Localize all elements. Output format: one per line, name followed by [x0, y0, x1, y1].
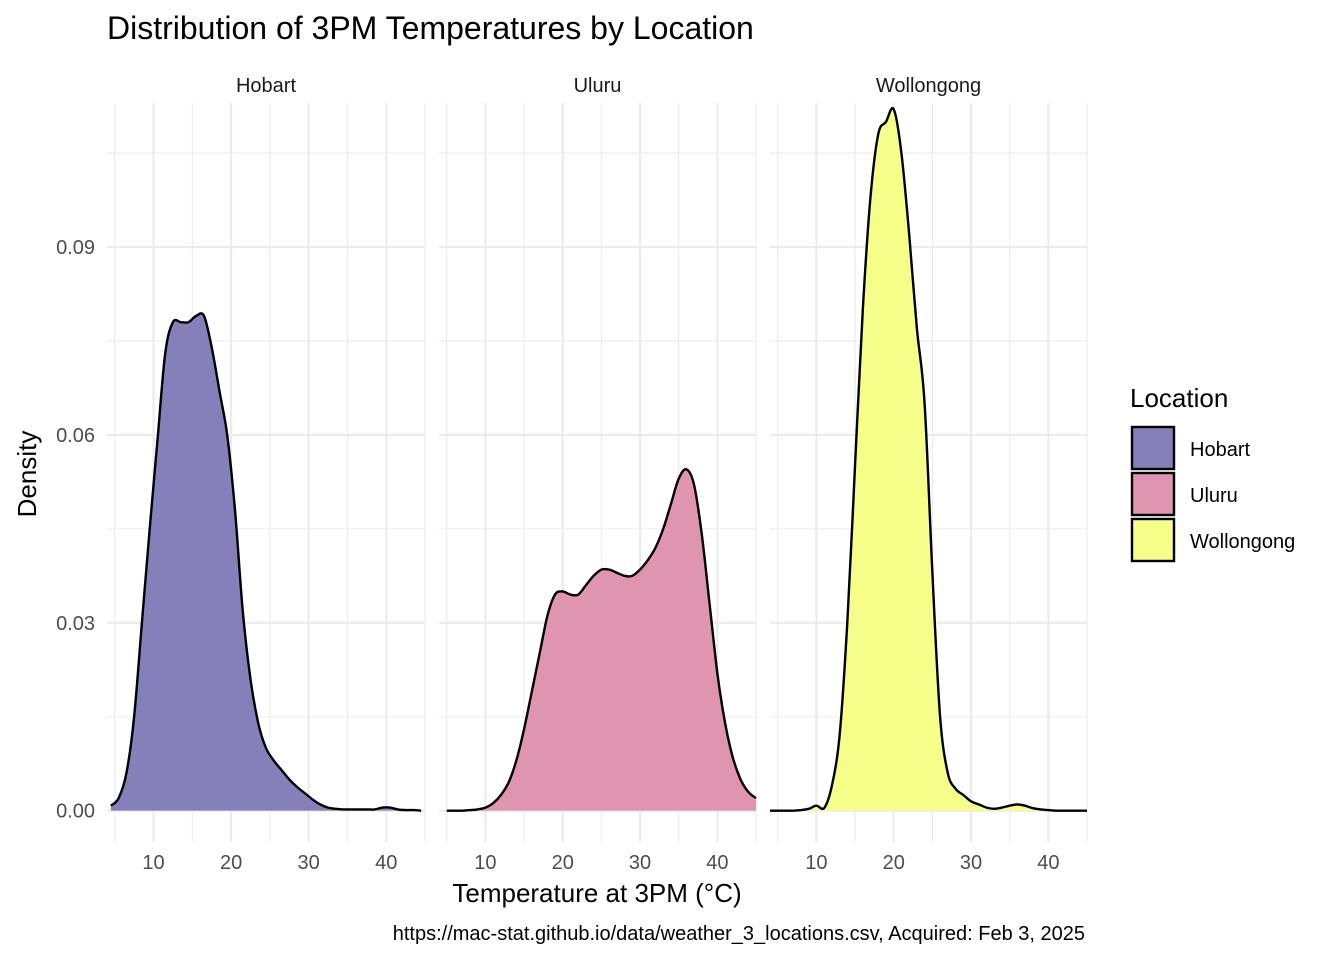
- x-tick-label: 30: [960, 852, 982, 874]
- density-area-hobart: [110, 313, 422, 811]
- density-area-wollongong: [770, 108, 1087, 811]
- x-tick-label: 20: [220, 852, 242, 874]
- facet-label: Uluru: [574, 75, 622, 97]
- x-tick-label: 10: [474, 852, 496, 874]
- caption: https://mac-stat.github.io/data/weather_…: [393, 923, 1085, 945]
- y-axis: 0.00 0.03 0.06 0.09: [56, 237, 95, 823]
- y-tick-label: 0.00: [56, 801, 95, 823]
- y-axis-title: Density: [12, 431, 42, 518]
- legend-key-hobart: [1130, 425, 1176, 471]
- legend: Location Hobart Uluru Wollongong: [1130, 383, 1295, 563]
- facet-panel-hobart: Hobart 10 20 30 40: [107, 75, 426, 874]
- x-tick-label: 30: [629, 852, 651, 874]
- chart-title: Distribution of 3PM Temperatures by Loca…: [107, 10, 754, 46]
- y-tick-label: 0.09: [56, 237, 95, 259]
- facet-panel-uluru: Uluru 10 20 30 40: [439, 75, 757, 874]
- legend-label: Wollongong: [1190, 531, 1295, 553]
- facet-label: Hobart: [236, 75, 296, 97]
- x-tick-label: 40: [706, 852, 728, 874]
- x-tick-label: 40: [375, 852, 397, 874]
- density-line-hobart: [110, 312, 422, 812]
- facet-panel-wollongong: Wollongong 10 20 30 40: [770, 75, 1088, 874]
- density-line-wollongong: [770, 106, 1087, 812]
- x-tick-label: 40: [1037, 852, 1059, 874]
- density-area-uluru: [446, 469, 756, 811]
- legend-key-uluru: [1130, 471, 1176, 517]
- x-axis-title: Temperature at 3PM (°C): [452, 878, 741, 908]
- legend-key-wollongong: [1130, 517, 1176, 563]
- x-tick-label: 20: [552, 852, 574, 874]
- y-tick-label: 0.06: [56, 425, 95, 447]
- x-tick-label: 20: [883, 852, 905, 874]
- density-line-uluru: [446, 468, 757, 812]
- facet-panels: Hobart 10 20 30 40 Uluru 10 20 30 40 Wollongong 10 2…: [56, 75, 1088, 874]
- x-tick-label: 10: [142, 852, 164, 874]
- facet-label: Wollongong: [876, 75, 981, 97]
- x-tick-label: 30: [298, 852, 320, 874]
- x-tick-label: 10: [805, 852, 827, 874]
- y-tick-label: 0.03: [56, 613, 95, 635]
- legend-label: Uluru: [1190, 485, 1238, 507]
- legend-title: Location: [1130, 383, 1228, 413]
- legend-label: Hobart: [1190, 439, 1250, 461]
